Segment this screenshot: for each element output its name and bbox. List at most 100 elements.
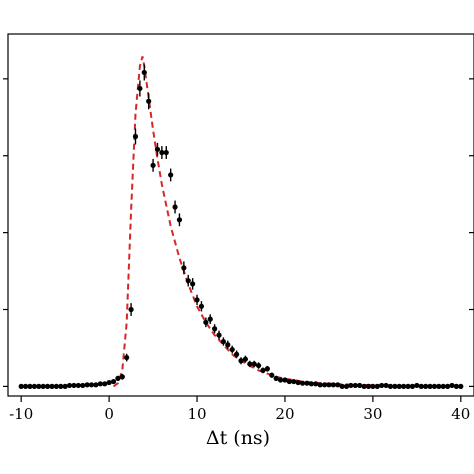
- data-point: [225, 342, 231, 348]
- data-point: [423, 383, 429, 389]
- data-point: [365, 383, 372, 389]
- x-tick-label: 0: [104, 405, 114, 423]
- data-point: [383, 382, 389, 389]
- data-point: [282, 377, 288, 383]
- x-tick-label: 30: [363, 405, 382, 423]
- data-point: [194, 297, 200, 303]
- data-point: [291, 378, 297, 385]
- data-point: [418, 383, 424, 389]
- data-point: [172, 204, 178, 210]
- data-point: [242, 356, 248, 362]
- data-point: [449, 382, 455, 389]
- data-point: [299, 380, 306, 386]
- data-point: [93, 382, 99, 388]
- data-point: [154, 146, 161, 152]
- data-point: [273, 375, 279, 381]
- data-point: [185, 278, 191, 284]
- x-axis-label: Δt (ns): [206, 427, 270, 449]
- data-point: [255, 362, 262, 369]
- data-point: [269, 372, 275, 378]
- data-point: [330, 382, 336, 388]
- y-ticks: [3, 78, 8, 387]
- data-point: [190, 281, 196, 287]
- data-point: [220, 338, 227, 345]
- data-point: [97, 381, 103, 387]
- data-point: [75, 382, 81, 389]
- plot-frame: [7, 33, 474, 397]
- data-point: [234, 351, 240, 357]
- x-tick-label: -10: [9, 405, 33, 423]
- data-point: [119, 374, 125, 380]
- data-point: [321, 382, 328, 388]
- data-point: [348, 382, 354, 389]
- data-point: [374, 383, 380, 389]
- data-point: [53, 383, 59, 389]
- data-point: [343, 383, 350, 389]
- x-tick-labels: -10 0 10 20 30 40: [9, 405, 470, 423]
- data-point: [49, 383, 55, 389]
- data-point: [308, 381, 314, 387]
- data-point: [427, 383, 433, 389]
- data-point: [277, 377, 284, 383]
- data-point: [40, 383, 46, 389]
- data-points: [18, 64, 464, 389]
- data-point: [168, 172, 174, 178]
- data-point: [313, 381, 319, 387]
- data-point: [409, 383, 416, 389]
- data-point: [36, 383, 42, 389]
- data-point: [106, 379, 112, 386]
- data-point: [216, 332, 222, 338]
- fit-curve: [112, 56, 461, 388]
- data-point: [163, 149, 169, 156]
- data-point: [198, 303, 205, 309]
- data-point: [458, 383, 464, 389]
- data-point: [84, 382, 90, 388]
- data-point: [286, 378, 292, 385]
- data-point: [141, 69, 147, 76]
- data-point: [401, 383, 407, 389]
- data-point: [238, 358, 244, 364]
- data-point: [71, 382, 77, 389]
- data-point: [251, 361, 257, 367]
- data-point: [31, 383, 37, 389]
- data-point: [44, 383, 51, 389]
- data-point: [335, 382, 341, 388]
- data-point: [264, 366, 270, 372]
- data-point: [326, 382, 332, 388]
- data-point: [431, 383, 438, 389]
- data-point: [110, 378, 117, 385]
- data-point: [396, 383, 402, 389]
- data-point: [115, 375, 121, 381]
- data-point: [440, 383, 446, 389]
- data-point: [392, 383, 398, 389]
- data-point: [387, 383, 394, 389]
- y-ticks-right: [469, 78, 474, 387]
- data-point: [102, 381, 108, 387]
- data-point: [176, 217, 183, 223]
- data-point: [146, 98, 152, 104]
- x-tick-label: 10: [187, 405, 206, 423]
- data-point: [414, 382, 420, 389]
- x-ticks: [20, 396, 462, 402]
- data-point: [150, 162, 156, 168]
- data-point: [137, 85, 143, 92]
- data-point: [295, 379, 301, 386]
- data-point: [317, 382, 323, 388]
- data-point: [22, 383, 29, 389]
- data-point: [304, 380, 310, 386]
- data-point: [18, 383, 24, 389]
- data-point: [27, 383, 33, 389]
- data-point: [181, 265, 187, 271]
- data-point: [128, 306, 134, 313]
- x-tick-label: 20: [275, 405, 294, 423]
- data-point: [229, 346, 235, 353]
- data-point: [207, 316, 213, 322]
- data-point: [88, 382, 95, 388]
- data-point: [66, 382, 73, 389]
- data-point: [212, 326, 218, 332]
- data-point: [370, 383, 376, 389]
- data-point: [453, 383, 460, 389]
- data-point: [62, 383, 68, 389]
- data-point: [159, 149, 165, 156]
